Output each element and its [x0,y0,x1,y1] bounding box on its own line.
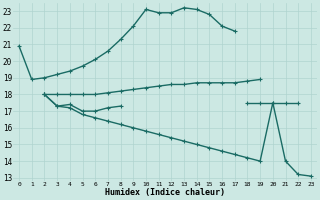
X-axis label: Humidex (Indice chaleur): Humidex (Indice chaleur) [105,188,225,197]
